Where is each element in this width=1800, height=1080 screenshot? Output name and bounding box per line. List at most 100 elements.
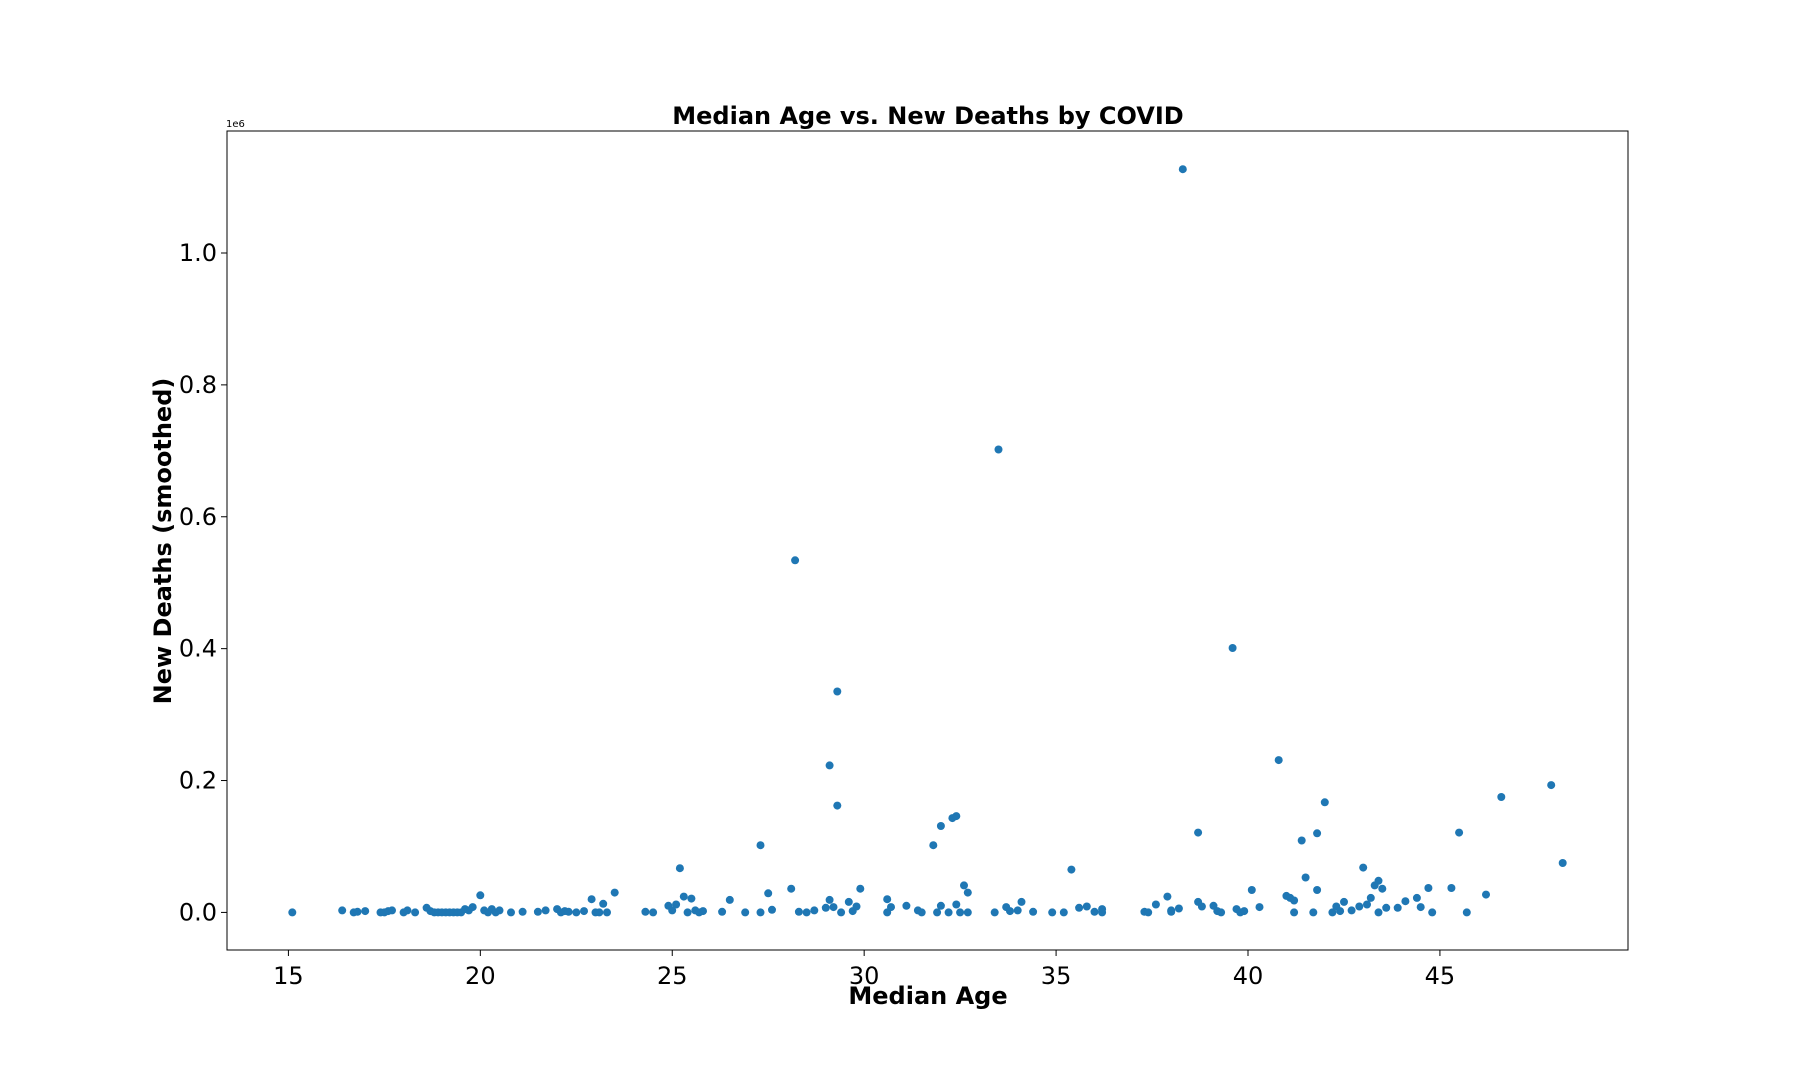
y-tick-label-4: 0.8: [179, 371, 217, 399]
data-point-62: [756, 841, 765, 850]
data-point-25: [476, 891, 485, 900]
data-point-39: [572, 908, 581, 917]
data-point-47: [641, 907, 650, 916]
data-point-170: [1497, 793, 1506, 801]
data-point-101: [994, 445, 1003, 454]
y-axis-label: New Deaths (smoothed): [149, 378, 177, 705]
data-point-146: [1328, 908, 1337, 917]
data-point-84: [887, 903, 895, 912]
y-tick-label-0: 0.0: [179, 898, 217, 926]
data-point-94: [952, 812, 961, 821]
data-point-159: [1382, 903, 1391, 912]
data-point-33: [533, 907, 542, 916]
y-axis-ticks: 0.0 0.2 0.4 0.6 0.8 1.0: [179, 239, 227, 926]
data-point-108: [1059, 908, 1068, 917]
data-point-30: [495, 906, 504, 915]
data-point-110: [1075, 903, 1084, 912]
data-point-43: [595, 908, 604, 917]
data-point-149: [1340, 897, 1348, 906]
plot-area-frame: [226, 130, 1629, 951]
y-tick-label-5: 1.0: [179, 239, 217, 267]
data-point-132: [1240, 907, 1249, 916]
data-point-41: [587, 895, 596, 904]
x-tick-label-4: 35: [1041, 962, 1072, 990]
y-axis-offset-label: 1e6: [226, 119, 245, 130]
data-point-8: [388, 906, 396, 915]
data-point-134: [1255, 903, 1264, 912]
data-point-156: [1374, 876, 1383, 885]
data-point-103: [1006, 907, 1014, 916]
data-point-104: [1013, 906, 1022, 915]
data-point-154: [1366, 893, 1375, 902]
data-point-152: [1359, 863, 1368, 872]
data-point-0: [288, 908, 297, 917]
data-point-133: [1247, 886, 1256, 894]
data-point-95: [952, 900, 961, 909]
data-point-162: [1412, 893, 1421, 902]
data-point-3: [353, 907, 362, 916]
data-point-157: [1374, 908, 1383, 917]
data-point-46: [610, 888, 619, 897]
data-point-118: [1163, 892, 1172, 901]
data-point-105: [1017, 897, 1026, 906]
data-point-63: [756, 908, 765, 917]
data-point-61: [741, 908, 750, 917]
data-point-52: [675, 864, 684, 873]
data-point-171: [1547, 781, 1556, 790]
data-point-117: [1151, 900, 1160, 909]
y-tick-label-2: 0.4: [179, 635, 217, 663]
x-tick-label-0: 15: [273, 962, 304, 990]
data-point-1: [338, 906, 347, 915]
data-point-65: [768, 905, 776, 914]
data-point-69: [802, 908, 811, 917]
y-tick-label-3: 0.6: [179, 503, 217, 531]
data-point-167: [1455, 828, 1464, 837]
data-point-116: [1144, 908, 1153, 917]
data-point-151: [1355, 902, 1364, 911]
data-point-66: [787, 884, 796, 893]
y-tick-label-1: 0.2: [179, 767, 217, 795]
data-point-87: [917, 908, 926, 917]
x-axis-ticks: 15 20 25 30 35 40 45: [273, 950, 1455, 990]
x-tick-label-3: 30: [849, 962, 880, 990]
data-point-98: [963, 888, 972, 897]
data-point-153: [1363, 900, 1371, 909]
data-point-73: [825, 895, 834, 904]
data-point-67: [791, 556, 800, 565]
data-point-169: [1482, 890, 1490, 899]
x-axis-label: Median Age: [848, 982, 1007, 1010]
data-point-34: [541, 906, 550, 915]
data-point-138: [1290, 908, 1299, 917]
data-point-51: [672, 900, 681, 909]
data-point-106: [1029, 907, 1038, 916]
data-point-107: [1048, 908, 1057, 917]
data-point-10: [403, 906, 412, 915]
data-point-109: [1067, 865, 1076, 874]
data-point-54: [683, 908, 692, 917]
data-point-158: [1378, 884, 1387, 893]
x-tick-label-2: 25: [657, 962, 688, 990]
data-point-99: [963, 908, 972, 917]
data-point-4: [361, 907, 370, 916]
data-point-45: [603, 908, 611, 917]
data-point-129: [1228, 644, 1237, 652]
data-point-161: [1401, 897, 1410, 906]
data-point-40: [580, 907, 588, 916]
data-point-64: [764, 889, 773, 898]
data-point-114: [1098, 908, 1107, 917]
data-point-168: [1462, 908, 1471, 917]
data-point-75: [833, 687, 842, 696]
data-point-148: [1336, 907, 1345, 916]
data-point-85: [902, 901, 911, 910]
data-point-81: [856, 884, 865, 893]
data-point-77: [837, 908, 846, 917]
data-point-90: [936, 822, 945, 830]
data-point-120: [1167, 907, 1176, 916]
data-point-50: [668, 906, 677, 915]
data-point-70: [810, 906, 819, 915]
data-point-32: [518, 907, 527, 916]
data-point-78: [844, 897, 853, 906]
data-point-59: [718, 907, 727, 916]
data-point-166: [1447, 884, 1456, 892]
data-point-160: [1393, 903, 1402, 912]
